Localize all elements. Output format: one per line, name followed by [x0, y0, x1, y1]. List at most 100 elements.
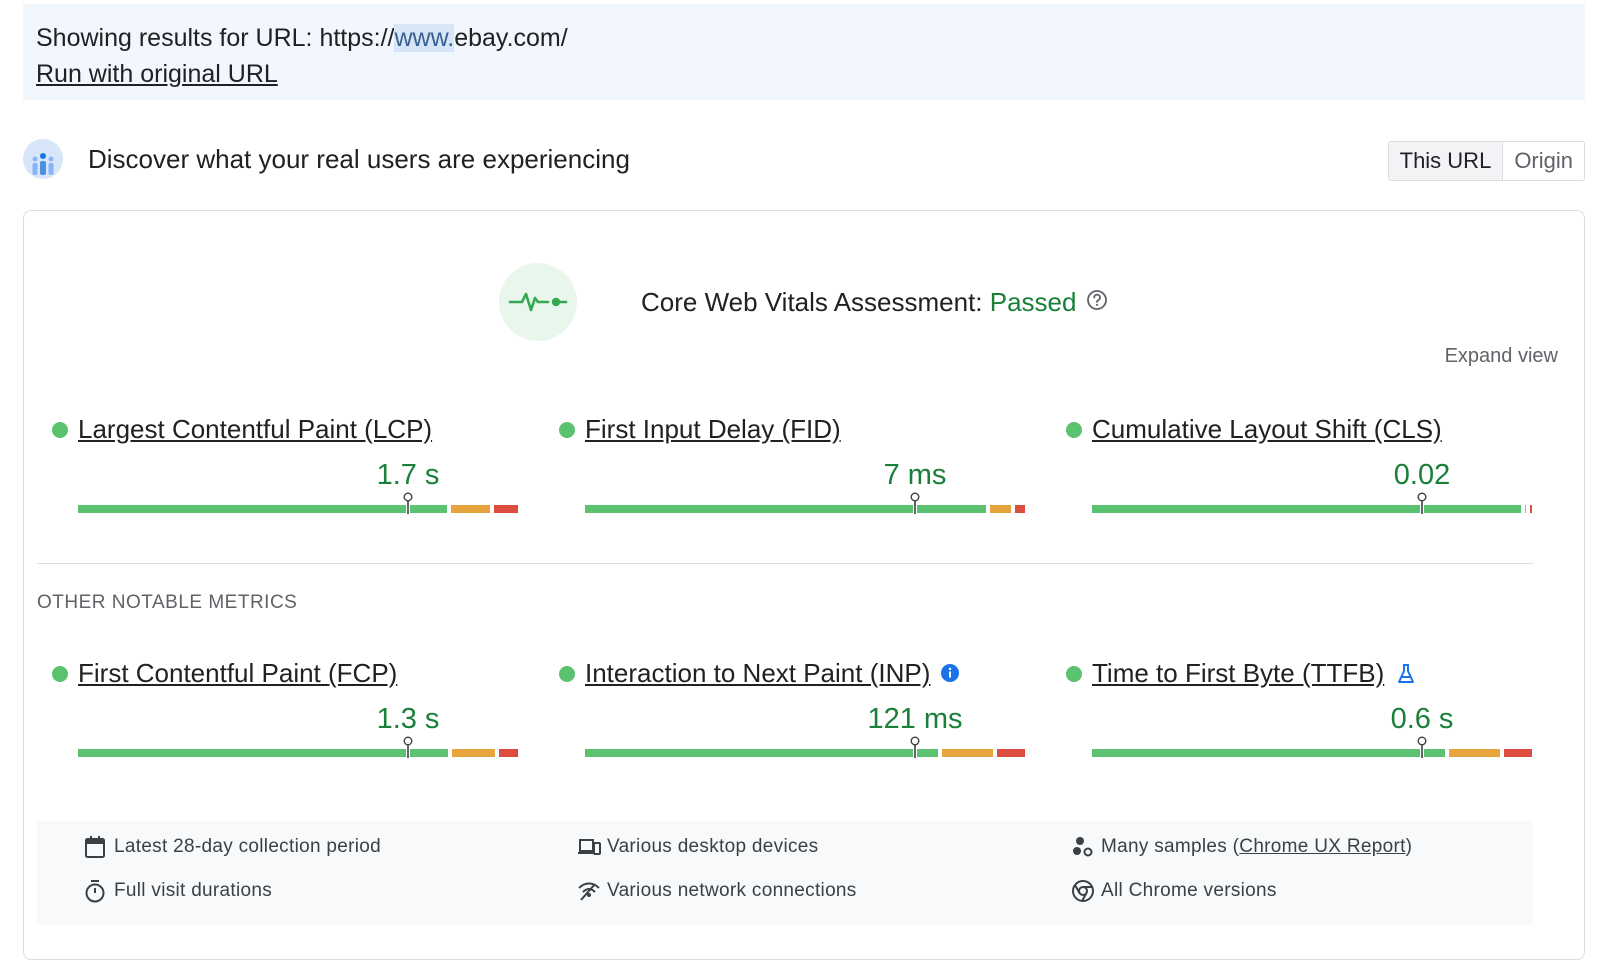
bar-segment-needs-improvement	[941, 749, 994, 757]
metric-value: 1.7 s	[376, 459, 440, 491]
metric-value: 121 ms	[867, 703, 963, 735]
metric-other_metrics-0: First Contentful Paint (FCP) 1.3 s	[52, 655, 518, 775]
p75-marker	[910, 492, 920, 514]
p75-marker	[403, 492, 413, 514]
metric-name-link[interactable]: Cumulative Layout Shift (CLS)	[1092, 414, 1442, 444]
url-origin-toggle: This URL Origin	[1387, 141, 1585, 181]
assessment-label: Core Web Vitals Assessment:	[641, 287, 990, 317]
metric-name-link[interactable]: First Input Delay (FID)	[585, 414, 841, 444]
footer-samples-text: Many samples (Chrome UX Report)	[1101, 835, 1412, 859]
p75-marker	[1417, 492, 1427, 514]
metric-name-link[interactable]: Time to First Byte (TTFB)	[1092, 658, 1385, 688]
bar-segment-poor	[493, 505, 518, 513]
metric-name-link[interactable]: Largest Contentful Paint (LCP)	[78, 414, 433, 444]
bar-segment-good	[1424, 505, 1521, 513]
status-dot	[52, 422, 68, 438]
bar-segment-good	[78, 505, 406, 513]
metric-value: 0.02	[1393, 459, 1451, 491]
metric-other_metrics-1: Interaction to Next Paint (INP) 121 ms	[559, 655, 1025, 775]
info-icon[interactable]	[940, 663, 960, 688]
chrome-ux-report-link[interactable]: Chrome UX Report	[1239, 836, 1406, 857]
flask-icon[interactable]	[1396, 663, 1416, 690]
cwv-card: Core Web Vitals Assessment: Passed Expan…	[23, 210, 1585, 960]
status-dot	[52, 666, 68, 682]
status-dot	[1066, 666, 1082, 682]
bar-segment-good	[1424, 749, 1445, 757]
bar-segment-needs-improvement	[1524, 505, 1527, 513]
metrics-divider	[37, 563, 1533, 564]
footer-collection-period-text: Latest 28-day collection period	[114, 836, 382, 857]
help-icon[interactable]	[1086, 285, 1108, 319]
footer-devices-text: Various desktop devices	[607, 836, 819, 857]
bar-segment-good	[78, 749, 406, 757]
distribution-bar	[1092, 505, 1532, 513]
assessment-text: Core Web Vitals Assessment: Passed	[641, 285, 1108, 319]
url-line: Showing results for URL: https://www.eba…	[36, 20, 1572, 56]
bar-segment-good	[917, 749, 938, 757]
bar-segment-poor	[498, 749, 518, 757]
footer-samples-prefix: Many samples (	[1101, 836, 1240, 857]
bar-segment-good	[410, 505, 448, 513]
bar-segment-needs-improvement	[452, 749, 495, 757]
metric-core_metrics-2: Cumulative Layout Shift (CLS) 0.02	[1066, 411, 1532, 531]
distribution-bar	[585, 749, 1025, 757]
field-data-header: Discover what your real users are experi…	[23, 137, 1585, 183]
bar-segment-good	[1092, 749, 1420, 757]
metric-core_metrics-1: First Input Delay (FID) 7 ms	[559, 411, 1025, 531]
heartbeat-icon	[499, 263, 577, 341]
bar-segment-good	[410, 749, 449, 757]
bar-segment-poor	[1530, 505, 1532, 513]
assessment-status: Passed	[989, 287, 1077, 317]
status-dot	[559, 422, 575, 438]
tab-this-url[interactable]: This URL	[1388, 142, 1504, 180]
network-icon	[578, 882, 600, 901]
metric-value: 7 ms	[883, 459, 947, 491]
crux-users-icon	[23, 139, 63, 179]
other-metrics-heading: OTHER NOTABLE METRICS	[37, 592, 298, 613]
bar-segment-good	[1092, 505, 1420, 513]
bar-segment-poor	[1504, 749, 1532, 757]
tab-origin[interactable]: Origin	[1514, 148, 1573, 173]
status-dot	[1066, 422, 1082, 438]
bar-segment-poor	[997, 749, 1025, 757]
p75-marker	[910, 736, 920, 758]
calendar-icon	[85, 836, 105, 858]
distribution-bar	[78, 749, 518, 757]
footer-network-text: Various network connections	[607, 880, 857, 901]
devices-icon	[578, 839, 601, 855]
url-prefix: Showing results for URL: https://	[36, 24, 395, 52]
distribution-bar	[585, 505, 1025, 513]
url-suffix: ebay.com/	[454, 24, 568, 52]
url-highlight: www.	[394, 24, 455, 52]
chrome-icon	[1072, 880, 1094, 902]
expand-view-button[interactable]: Expand view	[1444, 345, 1558, 367]
cwv-assessment: Core Web Vitals Assessment: Passed	[499, 263, 1199, 343]
url-banner: Showing results for URL: https://www.eba…	[23, 4, 1585, 100]
field-data-title: Discover what your real users are experi…	[88, 144, 630, 174]
bar-segment-good	[585, 749, 913, 757]
distribution-bar	[78, 505, 518, 513]
p75-marker	[403, 736, 413, 758]
metric-value: 1.3 s	[376, 703, 440, 735]
samples-icon	[1073, 837, 1093, 857]
footer-samples-suffix: )	[1405, 836, 1413, 857]
distribution-bar	[1092, 749, 1532, 757]
bar-segment-good	[585, 505, 913, 513]
metric-core_metrics-0: Largest Contentful Paint (LCP) 1.7 s	[52, 411, 518, 531]
run-original-url-link[interactable]: Run with original URL	[36, 60, 278, 88]
bar-segment-poor	[1014, 505, 1025, 513]
collection-info-footer: Latest 28-day collection period Various …	[37, 821, 1533, 925]
footer-chrome-versions-text: All Chrome versions	[1101, 880, 1277, 901]
footer-visit-durations-text: Full visit durations	[114, 880, 273, 901]
metric-name-link[interactable]: First Contentful Paint (FCP)	[78, 658, 398, 688]
bar-segment-good	[917, 505, 987, 513]
metric-name-link[interactable]: Interaction to Next Paint (INP)	[585, 658, 931, 688]
bar-segment-needs-improvement	[1448, 749, 1501, 757]
p75-marker	[1417, 736, 1427, 758]
bar-segment-needs-improvement	[451, 505, 490, 513]
bar-segment-needs-improvement	[990, 505, 1011, 513]
status-dot	[559, 666, 575, 682]
metric-other_metrics-2: Time to First Byte (TTFB) 0.6 s	[1066, 655, 1532, 775]
timer-icon	[85, 880, 105, 903]
metric-value: 0.6 s	[1390, 703, 1454, 735]
